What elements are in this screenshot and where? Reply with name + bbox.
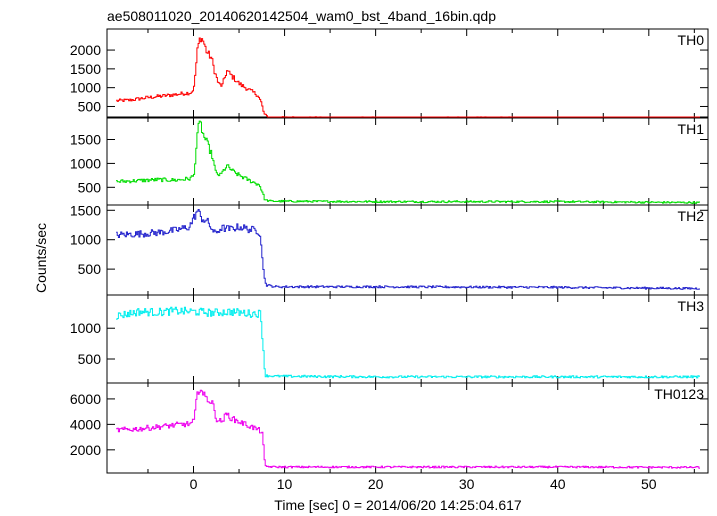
y-axis-label: Counts/sec (33, 223, 49, 293)
x-tick-label: 40 (550, 476, 566, 492)
panel-frame (106, 294, 709, 384)
series-line-th0 (116, 37, 700, 118)
y-tick-label: 1000 (70, 80, 101, 96)
y-tick-label: 1500 (70, 132, 101, 148)
x-tick-label: 10 (277, 476, 293, 492)
x-tick-label: 0 (190, 476, 198, 492)
panel-th1: 500 1000 1500 TH1 (70, 117, 709, 206)
panel-frame (106, 382, 709, 474)
y-tick-label: 2000 (70, 442, 101, 458)
y-tick-label: 6000 (70, 391, 101, 407)
y-tick-label: 4000 (70, 416, 101, 432)
panel-th2: 500 1000 1500 TH2 (70, 202, 709, 296)
x-tick-label: 50 (641, 476, 657, 492)
series-label: TH0123 (654, 386, 704, 402)
series-label: TH2 (678, 208, 705, 224)
panel-th3: 500 1000 TH3 (70, 294, 709, 384)
x-tick-label: 30 (459, 476, 475, 492)
panel-frame (106, 28, 709, 118)
series-line-th3 (116, 306, 700, 379)
y-tick-label: 1500 (70, 61, 101, 77)
panel-th0123: 2000 4000 6000 TH0123 0 10 20 30 40 50 (70, 382, 709, 492)
series-line-th1 (116, 120, 700, 204)
panels-group: 500100015002000TH050010001500TH150010001… (70, 28, 709, 492)
y-tick-label: 500 (78, 351, 102, 367)
y-tick-label: 500 (78, 261, 102, 277)
x-axis-label: Time [sec] 0 = 2014/06/20 14:25:04.617 (274, 497, 522, 513)
series-label: TH0 (678, 32, 705, 48)
y-tick-label: 1000 (70, 320, 101, 336)
y-tick-label: 500 (78, 179, 102, 195)
panel-frame (106, 117, 709, 206)
y-tick-label: 1000 (70, 155, 101, 171)
x-tick-label: 20 (368, 476, 384, 492)
y-tick-label: 2000 (70, 42, 101, 58)
y-tick-label: 500 (78, 98, 102, 114)
series-label: TH3 (678, 298, 705, 314)
series-line-th0123 (116, 389, 700, 469)
y-tick-label: 1500 (70, 202, 101, 218)
y-tick-label: 1000 (70, 232, 101, 248)
panel-th0: 500 1000 1500 2000 TH0 (70, 28, 709, 118)
figure-title: ae508011020_20140620142504_wam0_bst_4ban… (107, 8, 496, 24)
series-label: TH1 (678, 121, 705, 137)
series-line-th2 (116, 209, 700, 290)
panel-frame (106, 204, 709, 296)
